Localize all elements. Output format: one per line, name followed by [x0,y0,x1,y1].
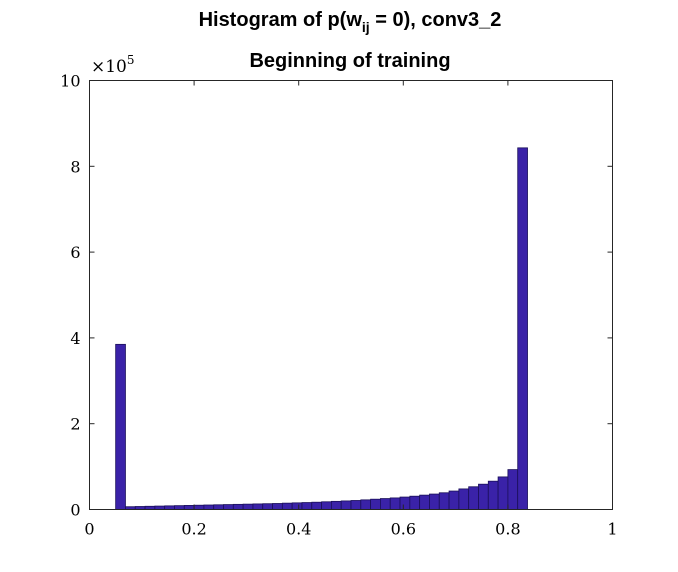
y-tick-label: 10 [60,72,80,91]
title-prefix: Histogram of p(w [199,9,363,31]
y-tick-label: 2 [70,415,80,434]
histogram-bar [252,503,264,510]
exponent-base: ×10 [91,57,127,77]
histogram-bar [291,502,303,510]
histogram-bar [380,498,391,510]
plot-area-frame [89,80,613,510]
histogram-bar [301,502,313,510]
histogram-bar [468,486,479,510]
y-tick-label: 0 [70,501,80,520]
histogram-bar [370,498,381,510]
x-tick-label: 0.4 [286,520,311,539]
histogram-bar [164,505,175,510]
histogram-bar [115,343,126,510]
histogram-bar [183,505,195,510]
bars-group [115,147,528,510]
x-tick-label: 0.8 [495,520,520,539]
histogram-bar [262,503,273,510]
histogram-bar [174,505,185,510]
histogram-bar [272,503,283,510]
histogram-bar [213,504,224,510]
histogram-bar [203,504,215,510]
y-tick-label: 4 [70,329,80,348]
histogram-bar [497,476,509,510]
x-tick-label: 0 [84,520,94,539]
title-suffix: = 0), conv3_2 [370,9,502,31]
histogram-bar [478,483,489,510]
histogram-bar [360,499,372,510]
y-tick-label: 6 [70,243,80,262]
histogram-bar [448,490,460,510]
histogram-bar [193,504,205,510]
histogram-bar [458,488,470,510]
histogram-bar [350,500,362,510]
histogram-bar [340,500,352,510]
histogram-bar [517,147,528,510]
histogram-bar [399,496,411,510]
histogram-bar [507,469,519,510]
histogram-bar [321,501,332,510]
y-tick-label: 8 [70,157,80,176]
histogram-bar [409,495,421,510]
histogram-bar [154,505,166,510]
histogram-bar [429,493,440,510]
histogram-bar [419,494,430,510]
chart-title-line2: Beginning of training [249,50,450,72]
histogram-bar [242,503,254,510]
chart-title-line1: Histogram of p(wij = 0), conv3_2 [199,9,502,35]
histogram-bar [311,501,322,510]
histogram-bar [389,497,401,510]
x-tick-label: 0.2 [181,520,206,539]
histogram-bar [330,500,342,510]
histogram-bar [438,492,450,510]
title-subscript: ij [362,19,370,35]
x-tick-label: 0.6 [391,520,416,539]
histogram-bar [223,504,234,510]
x-tick-label: 1 [607,520,617,539]
histogram-bar [281,502,293,510]
histogram-bar [487,480,499,510]
histogram-bar [232,503,244,510]
exponent-power: 5 [127,53,135,67]
y-axis-exponent: ×105 [91,53,135,77]
